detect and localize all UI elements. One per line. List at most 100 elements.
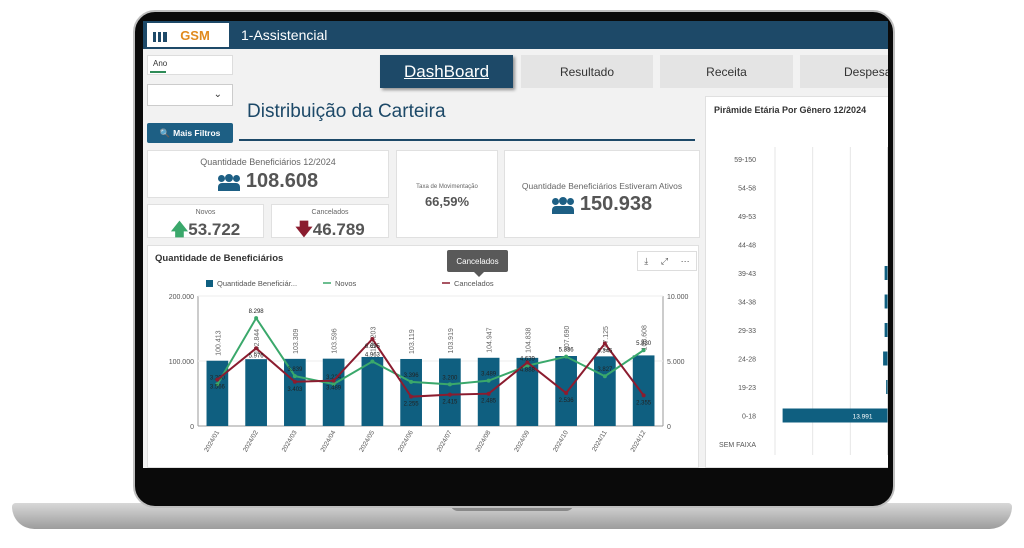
bar-value-label: 100.413	[215, 330, 222, 355]
arrow-down-icon: 🡇	[295, 220, 313, 239]
age-label: 44-48	[738, 243, 756, 250]
kpi-cancelados-card: Cancelados 🡇46.789	[271, 204, 389, 239]
year-filter[interactable]: Ano	[147, 55, 233, 75]
logo-bars-icon	[153, 32, 167, 42]
page-title: Distribuição da Carteira	[247, 101, 446, 122]
kpi-beneficiarios-label: Quantidade Beneficiários 12/2024	[200, 157, 336, 167]
point-novos	[525, 363, 530, 368]
age-label: 39-43	[738, 271, 756, 278]
kpi-movimentacao-card: Taxa de Movimentação 66,59%	[396, 150, 498, 238]
pyramid-bar	[884, 323, 888, 337]
x-tick-label: 2024/11	[591, 429, 609, 453]
y-tick-right-label: 0	[667, 424, 671, 431]
bar-beneficiarios	[245, 359, 267, 426]
bar-value-label: 107.690	[564, 326, 571, 351]
x-tick-label: 2024/04	[320, 429, 338, 453]
expand-icon[interactable]: ⤢	[660, 255, 669, 266]
kpi-ativos-label: Quantidade Beneficiários Estiveram Ativo…	[521, 181, 683, 191]
data-label-cancelados: 4.888	[520, 367, 536, 373]
more-filters-label: Mais Filtros	[173, 128, 221, 138]
gsm-logo: GSM	[147, 23, 229, 47]
more-icon[interactable]: ⋯	[680, 255, 690, 266]
point-cancelados	[331, 378, 336, 383]
point-novos	[331, 382, 336, 387]
data-label-novos: 4.639	[520, 357, 536, 363]
data-label-novos: 5.336	[559, 348, 575, 354]
x-tick-label: 2024/06	[397, 429, 415, 453]
legend-label-beneficiarios: Quantidade Beneficiár...	[217, 279, 297, 288]
kpi-cancelados-label: Cancelados	[311, 209, 349, 216]
data-label-novos: 4.963	[365, 352, 381, 358]
age-label: 24-28	[738, 357, 756, 364]
app-title: 1-Assistencial	[241, 27, 328, 43]
point-novos	[641, 348, 646, 353]
point-novos	[292, 374, 297, 379]
data-label-cancelados: 2.415	[442, 400, 458, 406]
bar-value-label: 103.119	[409, 329, 416, 354]
more-filters-button[interactable]: 🔍 Mais Filtros	[147, 123, 233, 143]
point-novos	[564, 354, 569, 359]
chevron-down-icon: ⌄	[213, 89, 222, 100]
data-label-cancelados: 2.255	[404, 402, 420, 408]
point-novos	[254, 316, 259, 321]
people-icon	[551, 196, 574, 214]
pyramid-bar	[782, 408, 888, 423]
bar-value-label: 103.596	[332, 328, 339, 353]
x-tick-label: 2024/05	[358, 429, 376, 453]
point-novos	[215, 382, 220, 387]
age-label: 0-18	[742, 414, 756, 421]
tab-receita[interactable]: Receita	[660, 55, 793, 88]
data-label-novos: 8.298	[249, 309, 265, 315]
piramide-etaria-chart: 15.00010.0005.00059-15054-5849-5344-4839…	[719, 147, 888, 455]
download-icon[interactable]: ⤓	[644, 255, 649, 266]
age-label: 59-150	[734, 157, 756, 164]
tab-despesa[interactable]: Despesa	[800, 55, 888, 88]
kpi-cancelados-value: 46.789	[312, 220, 365, 239]
point-cancelados	[486, 391, 491, 396]
legend-swatch-beneficiarios	[206, 280, 213, 287]
point-cancelados	[525, 360, 530, 365]
x-tick-label: 2024/08	[475, 429, 493, 453]
pyramid-title: Pirâmide Etária Por Gênero 12/2024	[714, 105, 867, 115]
age-label: 19-23	[738, 385, 756, 392]
kpi-movimentacao-value: 66,59%	[424, 194, 470, 209]
kpi-movimentacao-label: Taxa de Movimentação	[416, 184, 478, 190]
bar-value-label: 103.919	[448, 328, 455, 353]
point-cancelados	[215, 377, 220, 382]
x-tick-label: 2024/07	[436, 429, 454, 453]
point-cancelados	[641, 393, 646, 398]
beneficiarios-chart-card: Quantidade de Beneficiários Cancelados ⤓…	[147, 245, 699, 468]
x-tick-label: 2024/12	[630, 429, 648, 453]
line-cancelados	[216, 337, 645, 398]
chart-toolbar: ⤓ ⤢ ⋯	[637, 251, 697, 271]
data-label-cancelados: 3.403	[287, 387, 303, 393]
data-label-novos: 5.830	[636, 341, 652, 347]
x-tick-label: 2024/09	[513, 429, 531, 453]
tab-dashboard[interactable]: DashBoard	[380, 55, 513, 88]
y-tick-right-label: 5.000	[667, 359, 685, 366]
bar-value-label: 104.947	[487, 327, 494, 352]
arrow-up-icon: 🡅	[170, 220, 189, 239]
data-label-novos: 3.200	[442, 375, 458, 381]
kpi-novos-label: Novos	[195, 209, 216, 216]
year-select[interactable]: ⌄	[147, 84, 233, 106]
tab-resultado[interactable]: Resultado	[521, 55, 653, 88]
title-divider	[239, 139, 695, 141]
point-novos	[447, 382, 452, 387]
age-label: 54-58	[738, 186, 756, 193]
kpi-ativos-value: 150.938	[579, 193, 653, 215]
legend-label-novos: Novos	[335, 279, 357, 288]
point-cancelados	[602, 341, 607, 346]
year-filter-label: Ano	[153, 59, 168, 68]
x-tick-label: 2024/02	[242, 429, 260, 453]
filter-indicator	[150, 71, 166, 73]
beneficiarios-combo-chart: 0 100.000 200.000 0 5.000 10.000 Quantidade Be…	[169, 279, 689, 453]
point-novos	[486, 378, 491, 383]
kpi-novos-value: 53.722	[188, 220, 241, 239]
bar-beneficiarios	[361, 356, 384, 426]
chart-title: Quantidade de Beneficiários	[155, 253, 284, 264]
age-label: 34-38	[738, 300, 756, 307]
data-label-cancelados: 2.485	[481, 399, 497, 405]
point-novos	[409, 379, 414, 384]
pyramid-bar	[884, 266, 888, 280]
